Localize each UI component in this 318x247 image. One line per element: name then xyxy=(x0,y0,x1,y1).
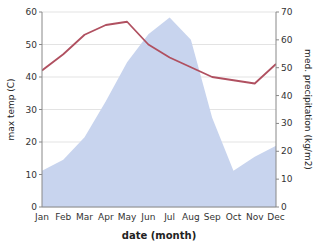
area xyxy=(42,18,276,207)
y2-tick-label: 70 xyxy=(281,7,293,17)
y-tick xyxy=(39,207,42,208)
chart-container: 0 10 20 30 40 50 60 0 10 20 30 40 50 60 70 Jan Feb Mar Apr… xyxy=(0,0,318,247)
y2-tick xyxy=(276,39,279,40)
x-tick-label: Feb xyxy=(55,212,71,222)
x-axis-title: date (month) xyxy=(122,230,196,241)
y2-axis-title: med. precipitation (kg/m2) xyxy=(303,49,313,170)
y-tick xyxy=(39,142,42,143)
chart-svg: 0 10 20 30 40 50 60 0 10 20 30 40 50 60 70 Jan Feb Mar Apr… xyxy=(0,0,318,247)
x-tick-label: Oct xyxy=(226,212,242,222)
y-axis-title: max temp (C) xyxy=(6,78,16,140)
y-tick xyxy=(39,12,42,13)
x-tick-label: Apr xyxy=(98,212,114,222)
y2-tick xyxy=(276,207,279,208)
grid-line xyxy=(42,207,276,208)
y2-tick-label: 0 xyxy=(281,202,287,212)
y-tick-label: 40 xyxy=(26,72,38,82)
y-tick-label: 60 xyxy=(26,7,38,17)
x-tick-label: Dec xyxy=(267,212,284,222)
x-tick-label: May xyxy=(118,212,137,222)
y2-tick-label: 60 xyxy=(281,35,293,45)
y2-tick-label: 50 xyxy=(281,63,293,73)
plot-area xyxy=(42,18,276,207)
y2-tick xyxy=(276,179,279,180)
x-tick-label: Jan xyxy=(34,212,49,222)
y-tick xyxy=(39,174,42,175)
y2-tick-label: 20 xyxy=(281,146,293,156)
y2-tick xyxy=(276,95,279,96)
y2-tick xyxy=(276,12,279,13)
y2-tick-label: 30 xyxy=(281,118,293,128)
x-axis-line xyxy=(42,207,276,208)
line xyxy=(42,22,276,84)
x-tick-label: Nov xyxy=(246,212,264,222)
y2-axis-line xyxy=(276,12,277,207)
y-tick xyxy=(39,44,42,45)
x-tick-label: Jun xyxy=(140,212,155,222)
grid xyxy=(42,12,276,207)
y2-tick xyxy=(276,123,279,124)
y-tick-label: 10 xyxy=(26,170,38,180)
y-tick xyxy=(39,77,42,78)
y-tick-label: 20 xyxy=(26,137,38,147)
y2-tick-label: 10 xyxy=(281,174,293,184)
axes: 0 10 20 30 40 50 60 0 10 20 30 40 50 60 70 Jan Feb Mar Apr… xyxy=(26,7,293,222)
y-tick-label: 30 xyxy=(26,105,38,115)
x-tick-label: Sep xyxy=(204,212,221,222)
y2-tick-label: 40 xyxy=(281,91,293,101)
y2-tick xyxy=(276,151,279,152)
grid-line xyxy=(42,12,276,13)
y-tick xyxy=(39,109,42,110)
x-tick-label: Jul xyxy=(163,212,175,222)
x-tick-label: Mar xyxy=(76,212,93,222)
y2-tick xyxy=(276,67,279,68)
x-tick-label: Aug xyxy=(182,212,200,222)
y-tick-label: 0 xyxy=(31,202,37,212)
y-tick-label: 50 xyxy=(26,40,38,50)
